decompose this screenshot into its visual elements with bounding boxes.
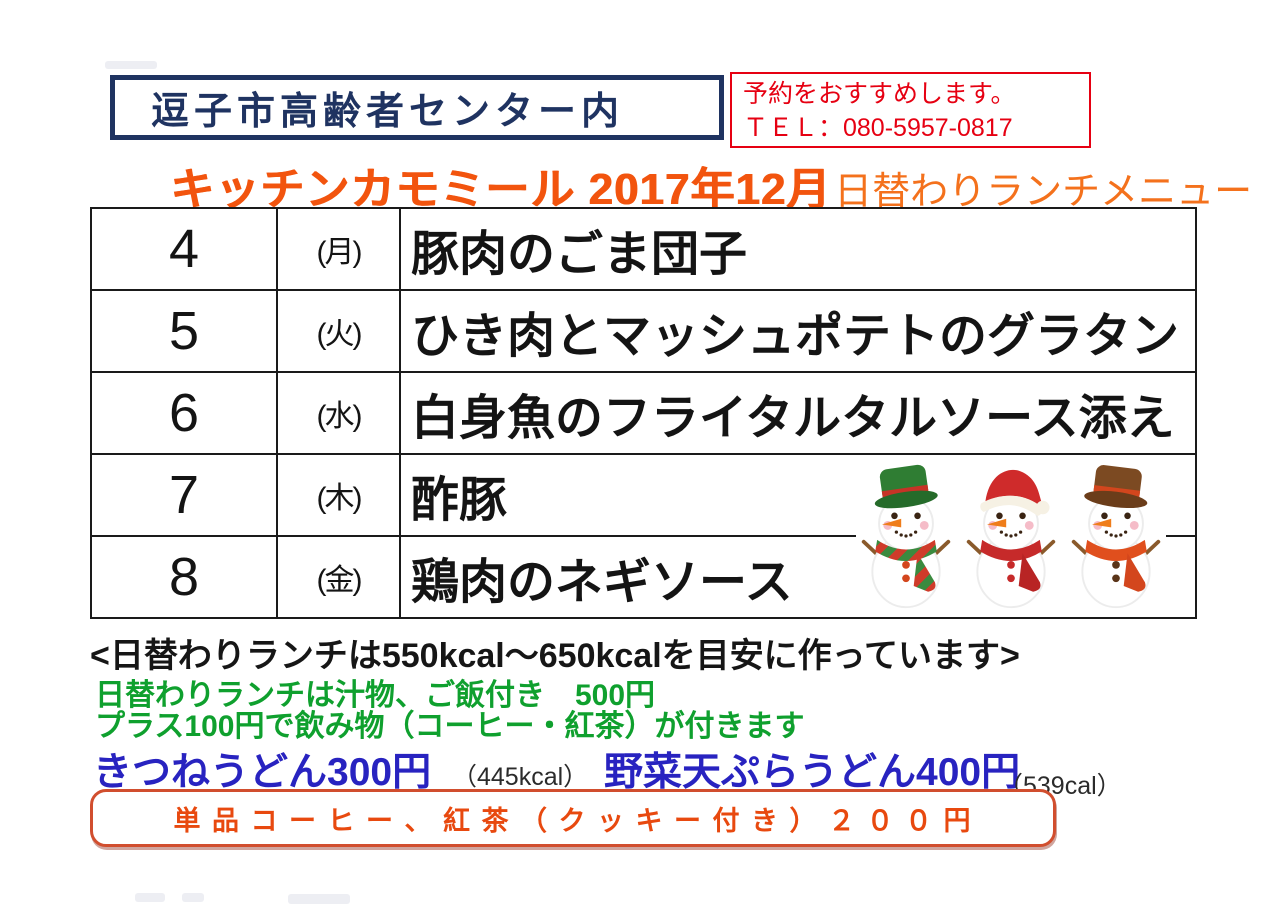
snowmen-illustration	[856, 460, 1166, 612]
scan-artifact	[105, 61, 157, 69]
kcal-note: <日替わりランチは550kcal～650kcalを目安に作っています>	[90, 637, 1020, 675]
page-title: キッチンカモミール 2017年12月 日替わりランチメニュー	[170, 153, 1252, 214]
menu-weekday: (月)	[278, 209, 401, 289]
scan-artifact	[135, 893, 165, 902]
menu-day: 4	[92, 209, 278, 289]
title-sub: 日替わりランチメニュー	[834, 171, 1253, 213]
menu-row: 7 (木) 酢豚	[92, 455, 1195, 537]
drink-note: プラス100円で飲み物（コーヒー・紅茶）が付きます	[95, 710, 805, 743]
location-box: 逗子市高齢者センター内	[110, 75, 724, 140]
location-text: 逗子市高齢者センター内	[151, 91, 625, 133]
menu-weekday: (火)	[278, 291, 401, 371]
menu-dish: 豚肉のごま団子	[411, 228, 748, 281]
kitsune-udon-price: きつねうどん300円	[93, 751, 432, 794]
phone-number: ＴＥＬ：080-5957-0817	[743, 114, 1013, 142]
reservation-note: 予約をおすすめします。	[743, 80, 1016, 108]
menu-day: 5	[92, 291, 278, 371]
coffee-price-text: 単 品 コ ー ヒ ー 、 紅 茶 （ ク ッ キ ー 付 き ） ２ ０ ０ …	[173, 805, 973, 836]
menu-day: 8	[92, 537, 278, 617]
menu-dish: 酢豚	[411, 474, 508, 527]
menu-row: 8 (金) 鶏肉のネギソース	[92, 537, 1195, 617]
menu-weekday: (木)	[278, 455, 401, 535]
scan-artifact	[182, 893, 204, 902]
reservation-box: 予約をおすすめします。 ＴＥＬ：080-5957-0817	[730, 72, 1091, 148]
snowman-santa-hat-icon	[966, 469, 1056, 609]
snowman-green-tophat-icon	[861, 464, 951, 609]
tempura-udon-price: 野菜天ぷらうどん400円	[604, 751, 1021, 794]
menu-row: 4 (月) 豚肉のごま団子	[92, 209, 1195, 291]
scan-artifact	[288, 894, 350, 904]
menu-dish: 白身魚のフライタルタルソース添え	[411, 392, 1175, 445]
snowman-brown-tophat-icon	[1071, 465, 1161, 609]
menu-row: 6 (水) 白身魚のフライタルタルソース添え	[92, 373, 1195, 455]
kitsune-udon-kcal: （445kcal）	[452, 763, 589, 791]
title-main: キッチンカモミール 2017年12月	[170, 165, 832, 214]
set-price-note: 日替わりランチは汁物、ご飯付き 500円	[95, 679, 656, 712]
menu-dish: ひき肉とマッシュポテトのグラタン	[411, 310, 1180, 363]
menu-weekday: (水)	[278, 373, 401, 453]
coffee-price-box: 単 品 コ ー ヒ ー 、 紅 茶 （ ク ッ キ ー 付 き ） ２ ０ ０ …	[90, 789, 1056, 847]
menu-day: 6	[92, 373, 278, 453]
menu-weekday: (金)	[278, 537, 401, 617]
menu-day: 7	[92, 455, 278, 535]
menu-row: 5 (火) ひき肉とマッシュポテトのグラタン	[92, 291, 1195, 373]
menu-dish: 鶏肉のネギソース	[411, 556, 793, 609]
